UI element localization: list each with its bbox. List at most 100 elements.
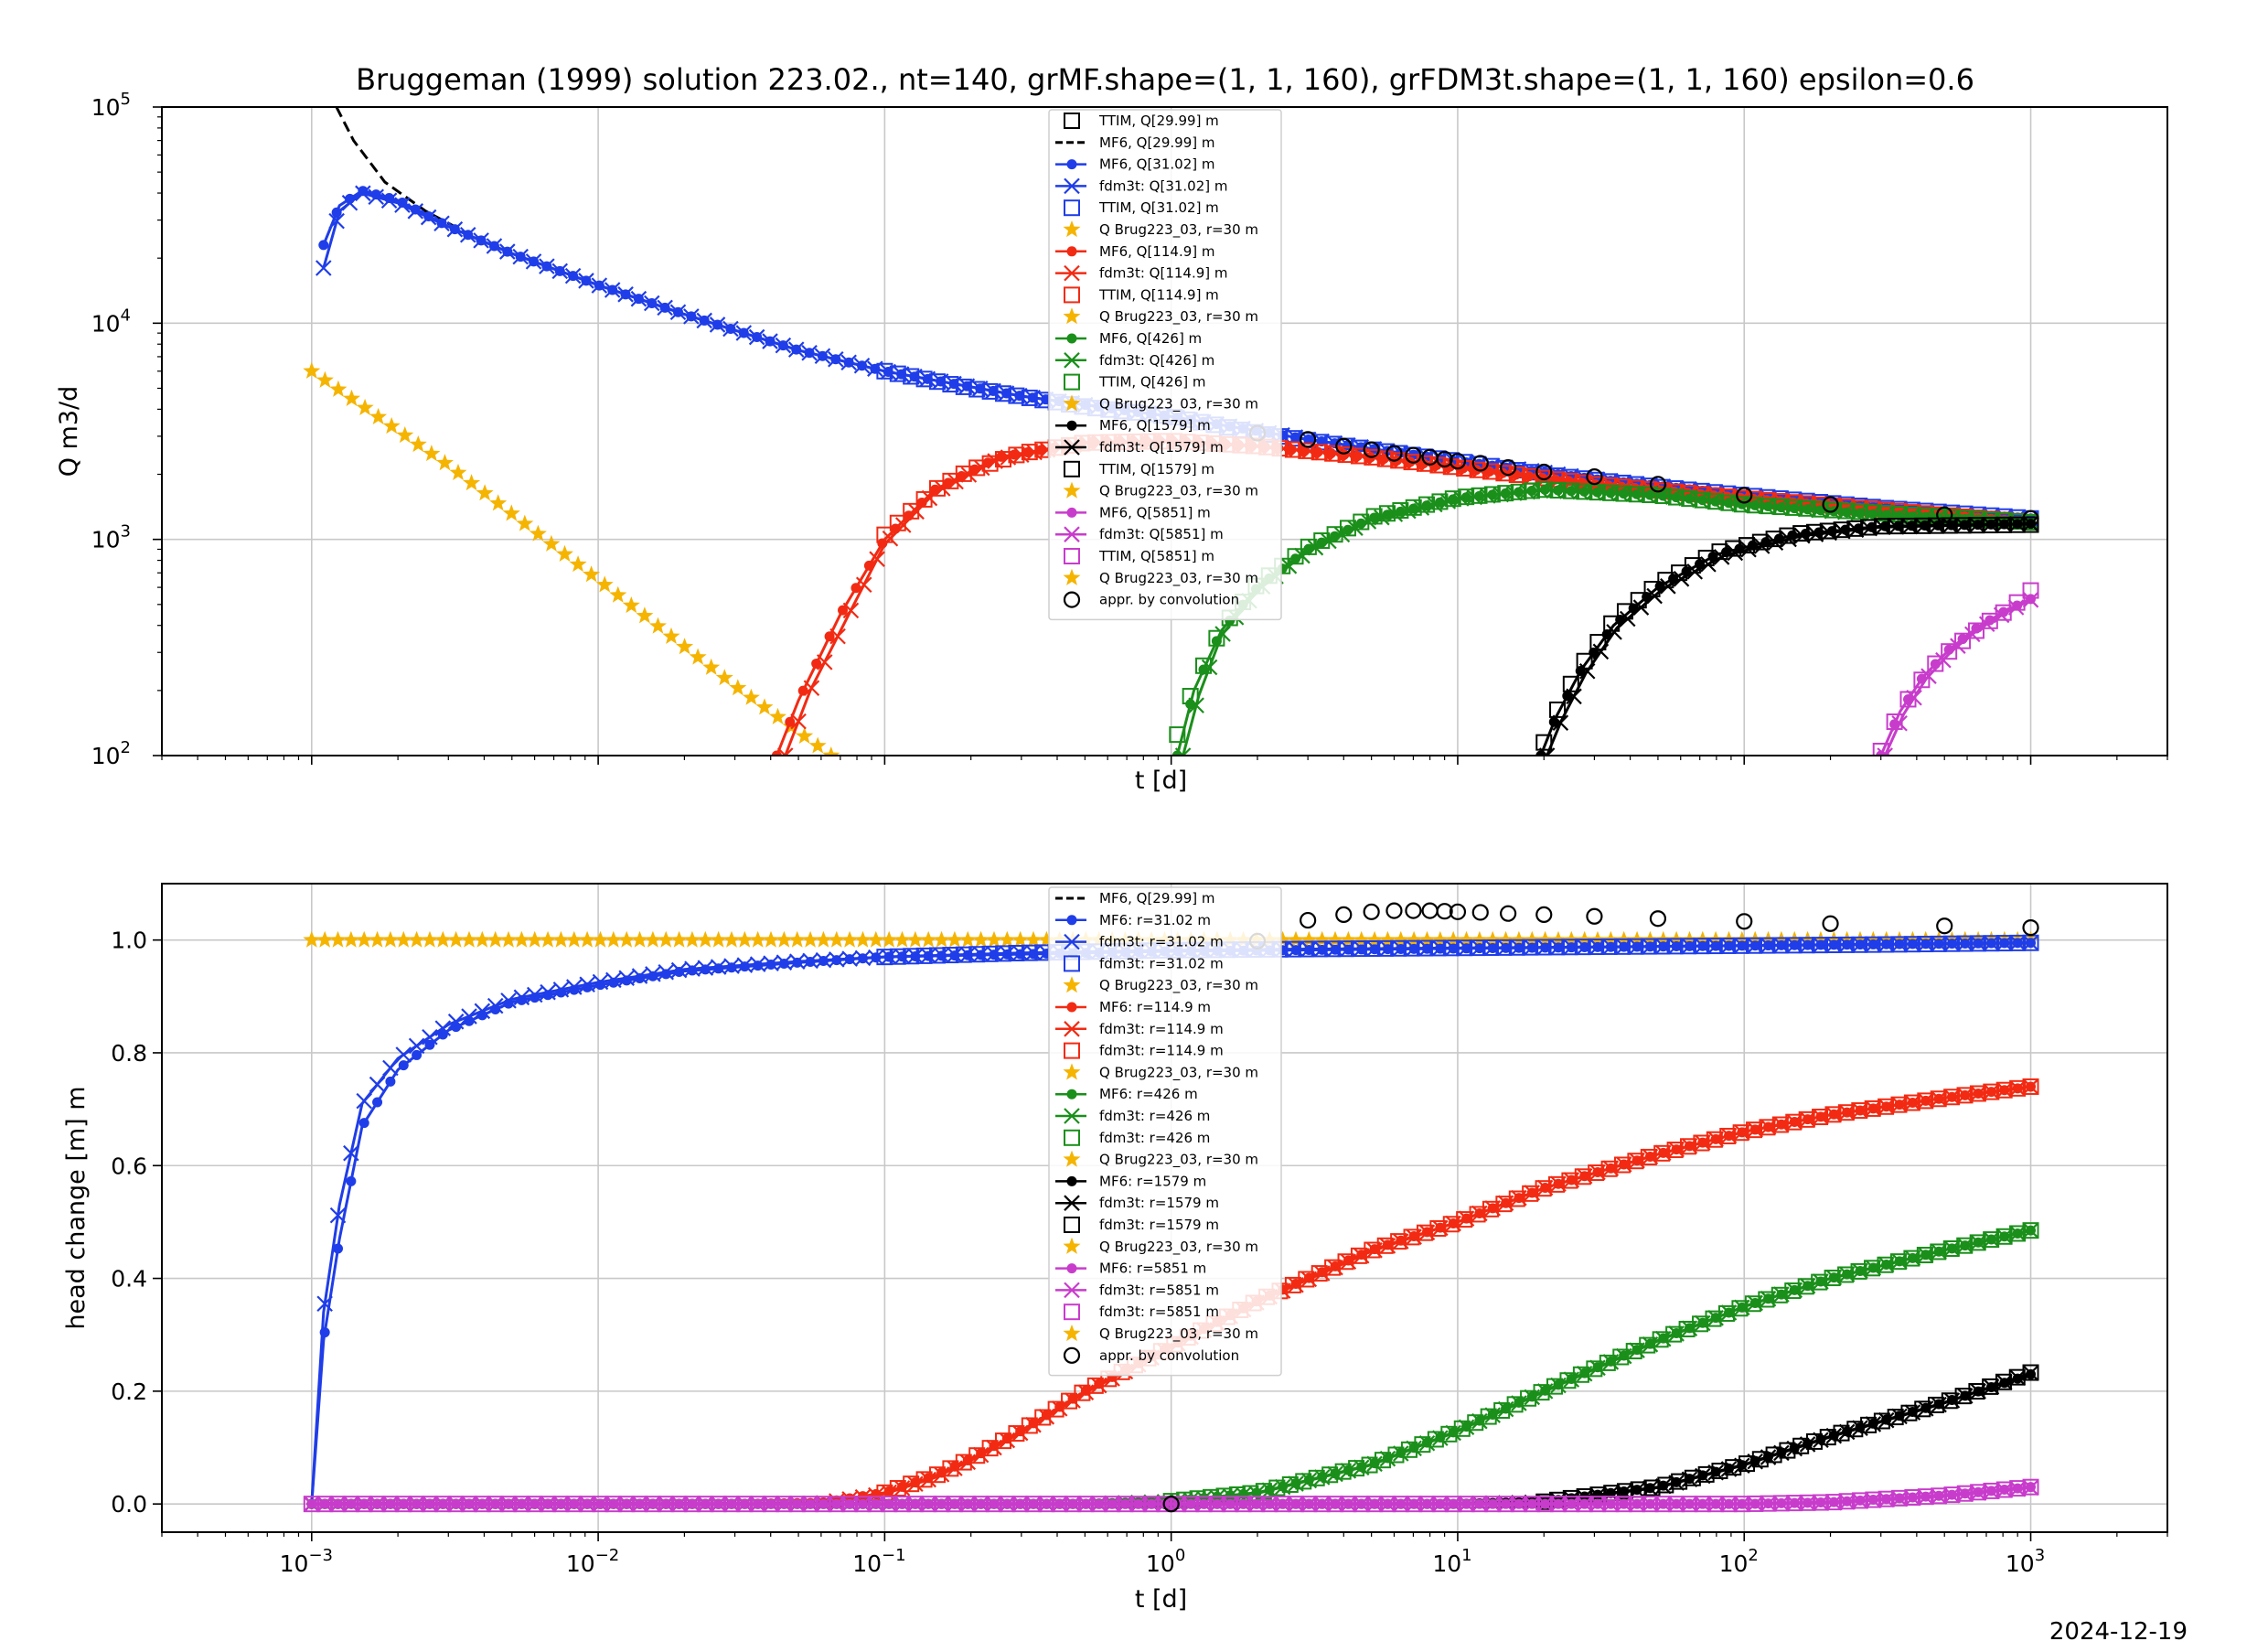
legend-label: MF6: r=31.02 m: [1099, 912, 1211, 928]
data-point: [958, 930, 977, 948]
legend-marker: [1064, 264, 1080, 282]
data-point: [643, 295, 660, 312]
data-point: [2022, 934, 2039, 951]
data-point: [1692, 1315, 1709, 1333]
data-point: [1038, 1496, 1055, 1512]
data-point: [1837, 1266, 1855, 1283]
data-point: [2022, 1479, 2039, 1496]
data-point: [1510, 483, 1527, 500]
data-point: [1418, 1435, 1436, 1452]
data-point: [1442, 1216, 1460, 1233]
data-point: [566, 979, 583, 995]
legend-label: MF6, Q[29.99] m: [1099, 890, 1214, 906]
data-point: [1733, 496, 1750, 513]
data-point: [814, 348, 831, 365]
data-point: [1535, 734, 1553, 751]
data-point: [1982, 517, 1999, 534]
legend-label: TTIM, Q[426] m: [1098, 374, 1205, 391]
data-point: [1195, 1496, 1213, 1513]
data-point: [1616, 1483, 1633, 1500]
data-point: [1860, 1416, 1878, 1433]
data-point: [618, 1496, 636, 1513]
data-point: [999, 1496, 1016, 1512]
data-point: [1559, 1372, 1577, 1389]
legend-label: Q Brug223_03, r=30 m: [1099, 221, 1258, 239]
legend-label: MF6: r=426 m: [1099, 1086, 1198, 1102]
data-point: [1684, 1469, 1701, 1486]
data-point: [329, 380, 348, 397]
data-point: [1799, 1494, 1816, 1511]
data-point: [1693, 1134, 1710, 1152]
data-point: [942, 376, 959, 393]
data-point: [1642, 1496, 1659, 1513]
data-point: [920, 1496, 937, 1513]
data-point: [604, 282, 621, 298]
data-point: [474, 1496, 491, 1513]
data-point: [579, 1496, 595, 1512]
data-point: [1928, 517, 1945, 534]
data-point: [1418, 1496, 1436, 1512]
data-point: [1914, 1400, 1931, 1418]
data-point: [1500, 905, 1517, 922]
legend-marker: [1064, 177, 1080, 195]
legend-marker: [1064, 1195, 1080, 1211]
data-point: [1878, 930, 1896, 948]
data-point: [1666, 1142, 1684, 1159]
data-point: [1971, 623, 1982, 634]
data-point: [959, 1454, 977, 1471]
data-point: [822, 746, 840, 756]
data-point: [1886, 713, 1903, 730]
data-point: [502, 504, 520, 521]
legend-label: fdm3t: r=1579 m: [1099, 1217, 1219, 1233]
data-point: [1838, 502, 1856, 520]
data-point: [903, 368, 920, 385]
data-point: [1904, 1489, 1921, 1507]
data-point: [1025, 1496, 1043, 1513]
data-point: [1982, 1378, 1999, 1395]
data-point: [715, 669, 733, 686]
data-point: [461, 1008, 477, 1024]
data-point: [1954, 1388, 1972, 1405]
legend-marker: [1064, 373, 1080, 391]
data-point: [1833, 521, 1850, 539]
data-point: [1805, 1432, 1823, 1450]
data-point: [1706, 493, 1724, 510]
data-point: [855, 576, 872, 594]
figure-title: Bruggeman (1999) solution 223.02., nt=14…: [356, 62, 1974, 97]
legend-entry: MF6: r=5851 m: [1055, 1260, 1206, 1277]
data-point: [1615, 1496, 1632, 1513]
data-point: [1416, 939, 1433, 957]
data-point: [1995, 604, 2012, 621]
data-point: [529, 524, 547, 542]
data-point: [592, 1496, 609, 1512]
data-point: [710, 1496, 727, 1512]
data-point: [921, 489, 938, 507]
data-point: [316, 1295, 333, 1313]
data-point: [1903, 1250, 1920, 1267]
data-point: [959, 946, 977, 963]
data-point: [1903, 1094, 1920, 1111]
data-point: [1156, 1496, 1173, 1513]
data-point: [1981, 612, 1998, 629]
data-point: [867, 1496, 884, 1513]
data-point: [1025, 944, 1042, 961]
data-point: [748, 328, 765, 346]
data-point: [816, 654, 833, 670]
data-point: [1444, 490, 1461, 508]
data-point: [329, 1207, 347, 1224]
data-point: [341, 194, 358, 211]
data-point: [854, 930, 872, 948]
data-point: [1274, 930, 1292, 948]
data-point: [1436, 903, 1453, 920]
data-point: [1589, 1496, 1607, 1513]
data-point: [1392, 1496, 1409, 1512]
data-point: [1363, 441, 1380, 458]
data-point: [1222, 1496, 1239, 1513]
data-point: [946, 930, 964, 948]
data-point: [569, 555, 587, 573]
data-point: [1484, 1496, 1501, 1512]
data-point: [1378, 930, 1396, 948]
data-point: [343, 1144, 359, 1162]
data-point: [1668, 1496, 1685, 1513]
